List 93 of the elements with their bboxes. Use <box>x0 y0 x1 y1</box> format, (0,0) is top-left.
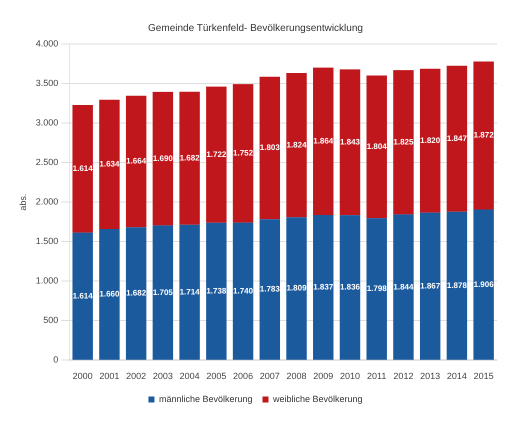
data-label: 1.682 <box>126 288 147 298</box>
y-tick-label: 3.500 <box>36 78 58 88</box>
bar <box>72 232 93 360</box>
data-label: 1.798 <box>366 284 388 294</box>
data-label: 1.752 <box>233 148 254 158</box>
chart-title: Gemeinde Türkenfeld- Bevölkerungsentwicklung <box>148 22 363 34</box>
bar <box>340 69 360 216</box>
x-tick-label: 2001 <box>99 371 120 382</box>
x-tick-label: 2008 <box>286 371 307 382</box>
data-label: 1.825 <box>393 138 414 146</box>
bar <box>313 68 334 215</box>
y-tick-label: 1.500 <box>36 236 58 246</box>
data-label: 1.844 <box>393 282 414 292</box>
bar <box>260 76 280 220</box>
bar <box>420 68 440 213</box>
x-tick-label: 2000 <box>72 371 93 382</box>
x-tick-label: 2004 <box>180 371 200 382</box>
data-label: 1.722 <box>206 150 227 159</box>
data-label: 1.783 <box>260 284 280 294</box>
y-tick-label: 4.000 <box>36 38 58 48</box>
bar <box>72 105 93 233</box>
x-tick-label: 2011 <box>367 371 386 382</box>
bar <box>232 222 254 360</box>
y-tick-label: 2.000 <box>36 196 58 207</box>
bar <box>126 96 146 228</box>
bar <box>99 100 120 229</box>
data-label: 1.614 <box>72 291 94 300</box>
data-label: 1.740 <box>233 286 254 296</box>
data-label: 1.836 <box>340 282 361 292</box>
bar <box>232 84 254 223</box>
y-tick-label: 2.500 <box>36 157 58 168</box>
x-tick-label: 2003 <box>152 371 173 382</box>
data-label: 1.820 <box>420 136 441 145</box>
bar <box>446 66 468 212</box>
data-label: 1.690 <box>152 154 174 163</box>
bar <box>393 70 414 214</box>
x-tick-label: 2002 <box>126 371 146 382</box>
y-tick-label: 500 <box>43 315 58 326</box>
data-label: 1.867 <box>420 281 441 290</box>
bar <box>366 218 387 360</box>
x-tick-label: 2006 <box>233 371 254 382</box>
data-label: 1.847 <box>446 134 468 143</box>
x-tick-label: 2012 <box>393 371 414 382</box>
bar <box>152 92 174 226</box>
bar <box>420 212 440 360</box>
x-tick-label: 2014 <box>446 371 467 382</box>
data-label: 1.664 <box>126 156 147 166</box>
legend-label: männliche Bevölkerung <box>158 394 253 404</box>
data-label: 1.803 <box>260 143 280 152</box>
data-label: 1.660 <box>99 290 120 299</box>
data-label: 1.682 <box>180 153 200 162</box>
y-tick-label: 0 <box>53 354 58 365</box>
x-tick-label: 2007 <box>260 371 280 382</box>
data-label: 1.634 <box>99 160 120 169</box>
bar <box>286 217 307 360</box>
bar <box>179 92 200 225</box>
bar <box>473 62 494 210</box>
y-tick-label: 1.000 <box>36 276 58 286</box>
bar <box>179 224 200 360</box>
x-tick-label: 2015 <box>474 371 494 382</box>
x-tick-label: 2010 <box>340 371 360 382</box>
data-label: 1.804 <box>366 142 388 151</box>
data-label: 1.878 <box>446 280 468 290</box>
bar <box>99 228 120 360</box>
bar <box>340 215 360 360</box>
data-label: 1.872 <box>474 130 494 140</box>
y-axis-title: abs. <box>18 194 28 211</box>
x-tick-label: 2009 <box>313 371 334 382</box>
y-tick-label: 3.000 <box>36 118 58 128</box>
data-label: 1.906 <box>474 280 494 289</box>
bar <box>446 212 468 360</box>
bar <box>286 73 307 218</box>
bar <box>126 227 146 360</box>
bar <box>393 214 414 360</box>
data-label: 1.809 <box>286 284 308 293</box>
bar <box>206 222 227 360</box>
bar <box>206 86 227 223</box>
data-label: 1.614 <box>72 164 94 174</box>
data-label: 1.714 <box>180 287 200 296</box>
data-label: 1.837 <box>313 282 334 292</box>
data-label: 1.864 <box>313 136 334 146</box>
x-tick-label: 2013 <box>420 371 440 382</box>
data-label: 1.843 <box>340 137 361 146</box>
data-label: 1.738 <box>206 286 227 296</box>
bar <box>260 219 280 360</box>
bar <box>152 225 174 360</box>
data-label: 1.705 <box>152 288 174 297</box>
bar <box>366 75 387 218</box>
legend-label: weibliche Bevölkerung <box>272 394 363 404</box>
data-label: 1.824 <box>286 140 308 150</box>
bar <box>473 210 494 360</box>
bar <box>313 214 334 360</box>
x-tick-label: 2005 <box>206 371 226 382</box>
